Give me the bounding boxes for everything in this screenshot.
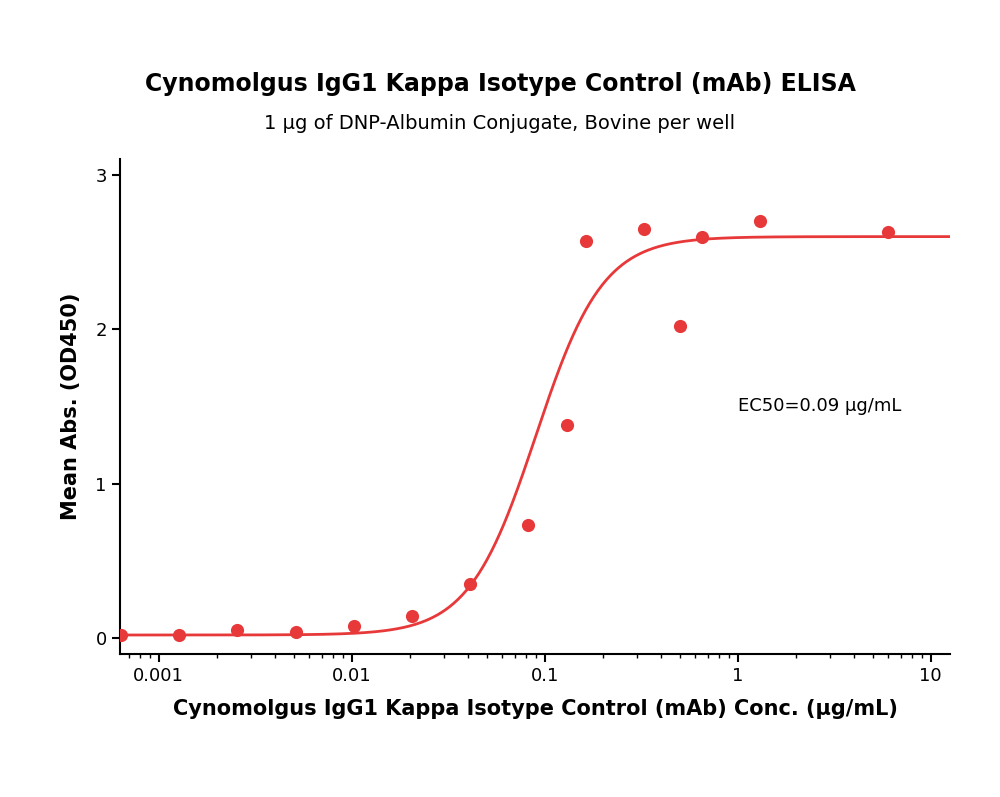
Point xyxy=(636,222,652,235)
Point xyxy=(672,320,688,332)
Y-axis label: Mean Abs. (OD450): Mean Abs. (OD450) xyxy=(61,292,81,520)
Point xyxy=(578,235,594,248)
Point xyxy=(113,629,129,642)
Text: 1 μg of DNP-Albumin Conjugate, Bovine per well: 1 μg of DNP-Albumin Conjugate, Bovine pe… xyxy=(264,114,736,133)
Point xyxy=(880,226,896,238)
Point xyxy=(694,230,710,243)
X-axis label: Cynomolgus IgG1 Kappa Isotype Control (mAb) Conc. (μg/mL): Cynomolgus IgG1 Kappa Isotype Control (m… xyxy=(173,699,897,719)
Point xyxy=(171,629,187,642)
Point xyxy=(288,626,304,638)
Text: EC50=0.09 μg/mL: EC50=0.09 μg/mL xyxy=(738,398,901,415)
Point xyxy=(559,418,575,431)
Point xyxy=(229,624,245,637)
Point xyxy=(346,619,362,632)
Point xyxy=(404,611,420,623)
Point xyxy=(752,214,768,228)
Point xyxy=(520,519,536,532)
Point xyxy=(462,578,478,591)
Text: Cynomolgus IgG1 Kappa Isotype Control (mAb) ELISA: Cynomolgus IgG1 Kappa Isotype Control (m… xyxy=(145,72,855,96)
